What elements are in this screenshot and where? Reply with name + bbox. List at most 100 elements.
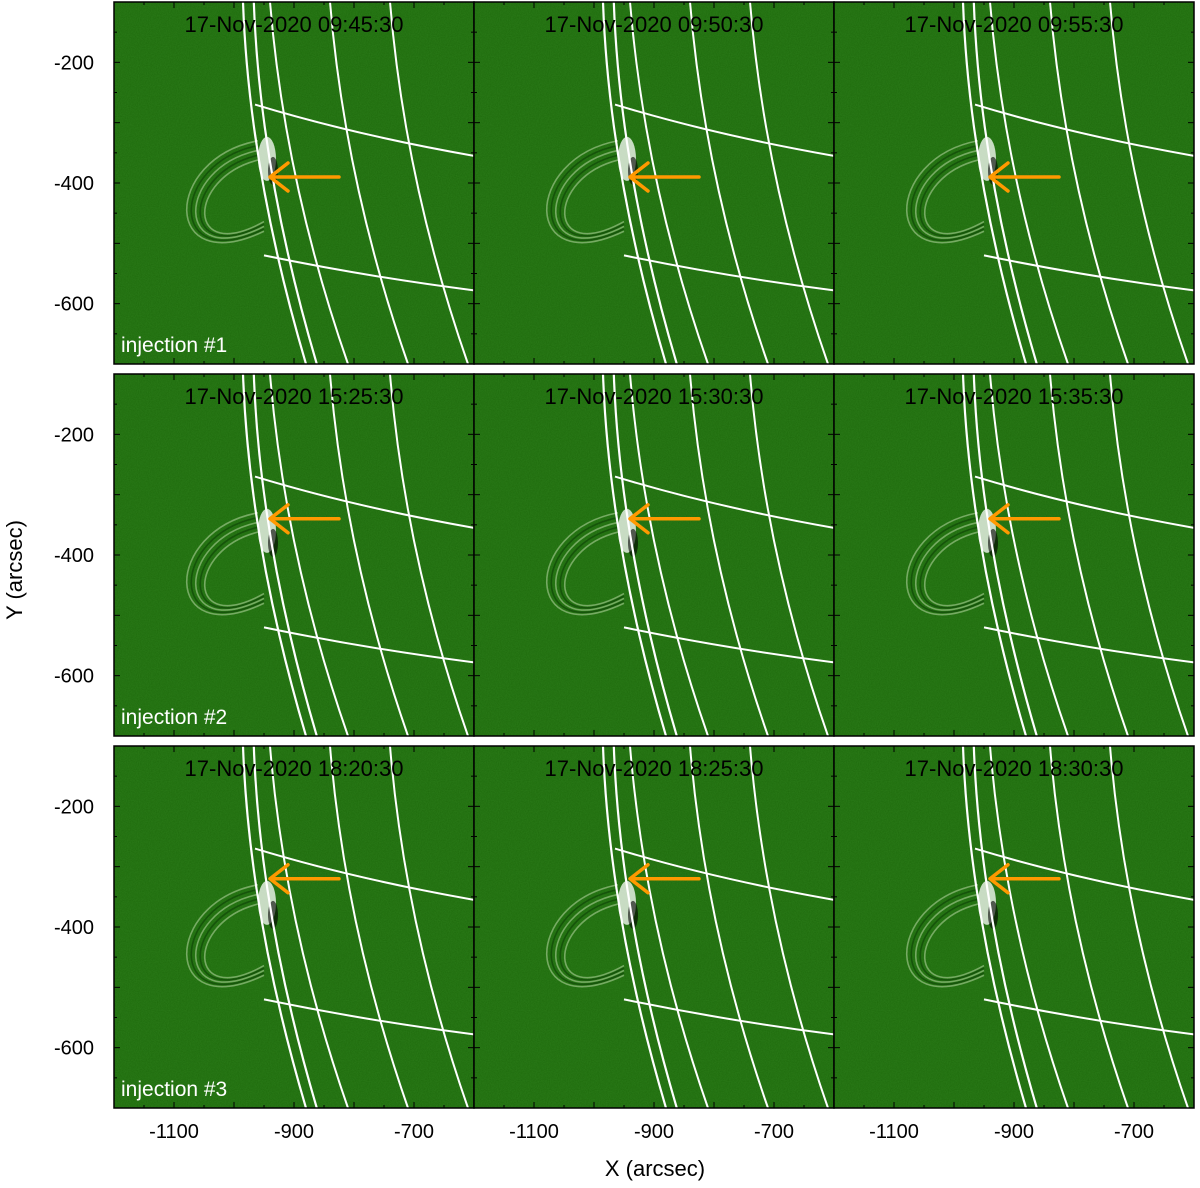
solar-limb <box>961 2 1028 364</box>
y-tick-label: -200 <box>54 796 94 818</box>
solar-limb <box>241 2 308 364</box>
coronal-loop <box>910 888 985 986</box>
coronal-loop <box>546 139 625 244</box>
coronal-loop <box>914 149 985 239</box>
y-tick-label: -600 <box>54 1038 94 1060</box>
coronal-loop <box>203 159 265 235</box>
image-panel: 17-Nov-2020 15:30:30 <box>473 373 835 737</box>
coronal-loop <box>190 144 265 242</box>
panel-timestamp: 17-Nov-2020 15:25:30 <box>185 384 404 409</box>
coronal-loop <box>919 526 985 609</box>
x-tick-label: -1100 <box>509 1121 559 1143</box>
coronal-loop <box>906 139 985 244</box>
longitude-grid-line <box>1109 746 1189 1108</box>
longitude-grid-line <box>989 2 1069 364</box>
latitude-grid-line <box>974 475 1194 529</box>
coronal-loop <box>559 898 625 981</box>
coronal-loop <box>923 159 985 235</box>
image-panel: 17-Nov-2020 15:35:30 <box>833 373 1195 737</box>
x-axis-title: X (arcsec) <box>605 1156 705 1181</box>
coronal-loop <box>559 526 625 609</box>
latitude-grid-line <box>623 626 834 664</box>
orange-arrow-icon <box>268 862 341 895</box>
x-tick-label: -1100 <box>869 1121 919 1143</box>
longitude-grid-line <box>1109 2 1189 364</box>
coronal-loop <box>563 531 625 607</box>
injection-label: injection #1 <box>121 334 227 357</box>
longitude-grid-line <box>389 2 469 364</box>
orange-arrow-icon <box>628 862 701 895</box>
image-panel: 17-Nov-2020 09:45:30 injection #1 <box>113 1 475 365</box>
longitude-grid-line <box>269 374 349 736</box>
y-tick-label: -600 <box>54 294 94 316</box>
solar-limb <box>241 374 308 736</box>
longitude-grid-line <box>689 374 769 736</box>
coronal-loop <box>199 526 265 609</box>
latitude-grid-line <box>614 847 834 901</box>
coronal-loop <box>186 511 265 616</box>
orange-arrow-icon <box>988 862 1061 895</box>
y-axis-title: Y (arcsec) <box>2 520 27 620</box>
image-panel: 17-Nov-2020 09:55:30 <box>833 1 1195 365</box>
latitude-grid-line <box>623 998 834 1036</box>
panel-frame <box>833 1 1195 365</box>
longitude-grid-line <box>1049 2 1129 364</box>
latitude-grid-line <box>974 103 1194 157</box>
tick-marks <box>113 745 475 1109</box>
coronal-loop <box>186 139 265 244</box>
longitude-grid-line <box>749 746 829 1108</box>
longitude-grid-line <box>689 746 769 1108</box>
solar-limb-inner <box>612 746 678 1108</box>
orange-arrow-icon <box>628 161 701 193</box>
y-tick-label: -400 <box>54 173 94 195</box>
latitude-grid-line <box>983 998 1194 1036</box>
x-tick-label: -900 <box>994 1121 1034 1143</box>
panel-timestamp: 17-Nov-2020 15:30:30 <box>545 384 764 409</box>
coronal-loop <box>559 154 625 237</box>
latitude-grid-line <box>254 847 474 901</box>
panel-timestamp: 17-Nov-2020 09:50:30 <box>545 12 764 37</box>
coronal-loop <box>910 144 985 242</box>
coronal-loop <box>554 893 625 983</box>
solar-limb <box>601 2 668 364</box>
x-tick-label: -900 <box>274 1121 314 1143</box>
panel-timestamp: 17-Nov-2020 18:25:30 <box>545 756 764 781</box>
longitude-grid-line <box>629 2 709 364</box>
axes: X (arcsec) Y (arcsec) <box>2 520 705 1181</box>
latitude-grid-line <box>614 475 834 529</box>
panel-frame <box>833 373 1195 737</box>
image-panel: 17-Nov-2020 15:25:30 injection #2 <box>113 373 475 737</box>
longitude-grid-line <box>689 2 769 364</box>
coronal-loop <box>554 521 625 611</box>
coronal-loop <box>186 883 265 988</box>
longitude-grid-line <box>629 746 709 1108</box>
longitude-grid-line <box>389 374 469 736</box>
longitude-grid-line <box>629 374 709 736</box>
solar-limb <box>961 746 1028 1108</box>
coronal-loop <box>194 521 265 611</box>
coronal-loop <box>919 154 985 237</box>
coronal-loop <box>563 903 625 979</box>
latitude-grid-line <box>263 998 474 1036</box>
latitude-grid-line <box>983 254 1194 292</box>
coronal-loop <box>203 531 265 607</box>
coronal-loop <box>914 893 985 983</box>
panel-timestamp: 17-Nov-2020 18:20:30 <box>185 756 404 781</box>
longitude-grid-line <box>329 746 409 1108</box>
x-tick-label: -1100 <box>149 1121 199 1143</box>
orange-arrow-icon <box>268 503 341 535</box>
latitude-grid-line <box>623 254 834 292</box>
longitude-grid-line <box>749 2 829 364</box>
x-tick-label: -900 <box>634 1121 674 1143</box>
latitude-grid-line <box>263 626 474 664</box>
panel-timestamp: 17-Nov-2020 09:55:30 <box>905 12 1124 37</box>
coronal-loop <box>919 898 985 981</box>
image-panel: 17-Nov-2020 09:50:30 <box>473 1 835 365</box>
coronal-loop <box>923 531 985 607</box>
coronal-loop <box>550 144 625 242</box>
image-panel: 17-Nov-2020 18:30:30 <box>833 745 1195 1109</box>
panel-timestamp: 17-Nov-2020 15:35:30 <box>905 384 1124 409</box>
coronal-loop <box>194 893 265 983</box>
coronal-loop <box>190 516 265 614</box>
